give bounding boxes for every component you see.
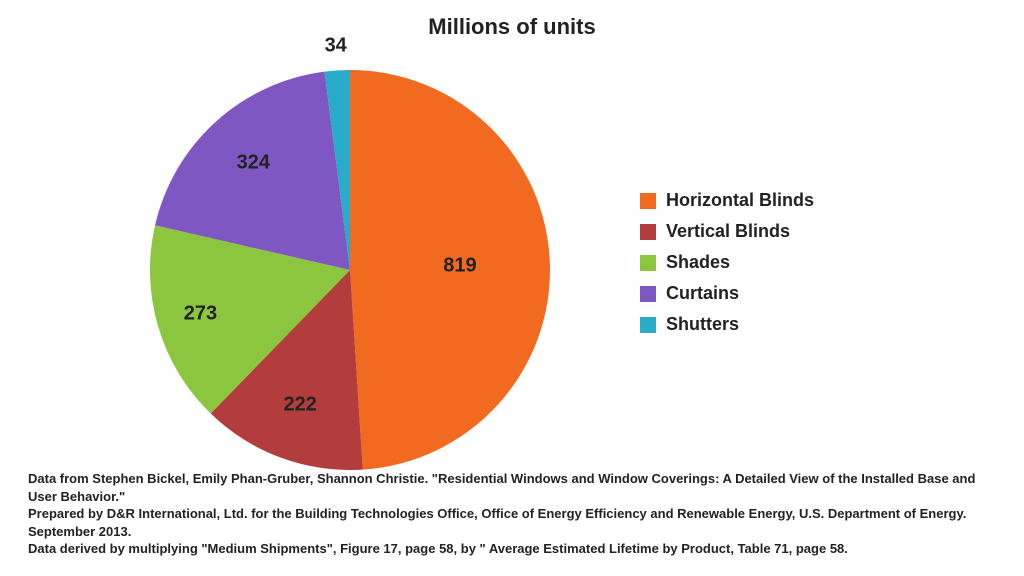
footnote-line: Data from Stephen Bickel, Emily Phan-Gru… [28, 470, 996, 505]
legend-label: Shutters [666, 314, 739, 335]
chart-title: Millions of units [0, 14, 1024, 40]
footnote-line: Data derived by multiplying "Medium Ship… [28, 540, 996, 558]
legend-item: Vertical Blinds [640, 221, 814, 242]
legend-item: Curtains [640, 283, 814, 304]
pie-slice-label: 819 [443, 255, 476, 278]
legend-label: Horizontal Blinds [666, 190, 814, 211]
legend-label: Shades [666, 252, 730, 273]
pie-slice-label: 34 [325, 35, 347, 58]
legend-label: Vertical Blinds [666, 221, 790, 242]
legend-swatch [640, 255, 656, 271]
pie-slice-label: 324 [237, 152, 270, 175]
legend-swatch [640, 286, 656, 302]
pie-slice-label: 273 [184, 303, 217, 326]
legend-swatch [640, 193, 656, 209]
legend-swatch [640, 224, 656, 240]
pie-svg [150, 70, 550, 470]
legend-label: Curtains [666, 283, 739, 304]
pie-chart: 81922227332434 [150, 70, 550, 470]
footnote: Data from Stephen Bickel, Emily Phan-Gru… [28, 470, 996, 558]
chart-container: Millions of units 819 222 273 324 34 Horizon… [0, 0, 1024, 576]
legend-item: Horizontal Blinds [640, 190, 814, 211]
footnote-line: Prepared by D&R International, Ltd. for … [28, 505, 996, 540]
legend: Horizontal Blinds Vertical Blinds Shades Cu… [640, 190, 814, 345]
pie-slice-label: 222 [283, 394, 316, 417]
legend-swatch [640, 317, 656, 333]
legend-item: Shades [640, 252, 814, 273]
legend-item: Shutters [640, 314, 814, 335]
